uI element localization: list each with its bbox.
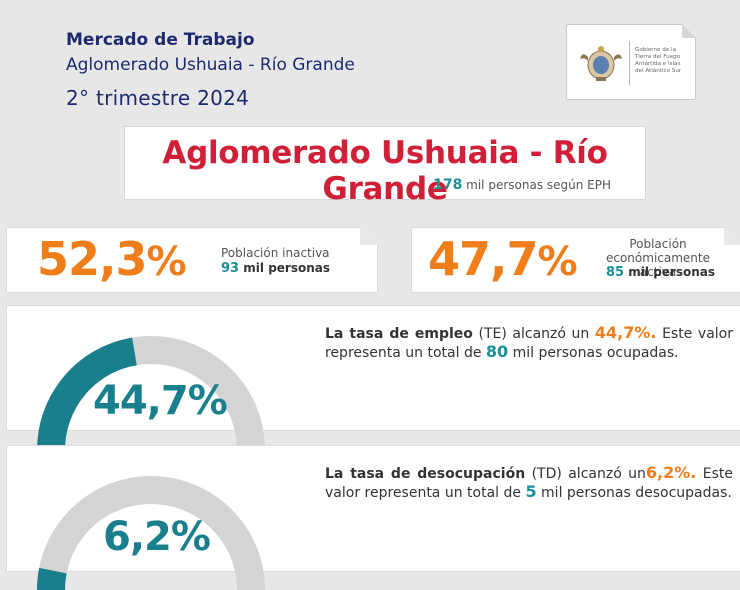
active-pct: 47,7% [428,232,578,286]
region-card: Aglomerado Ushuaia - Río Grande 178 mil … [124,126,646,207]
employment-gauge-value: 44,7% [93,378,228,424]
employment-rate-card: 44,7% La tasa de empleo (TE) alcanzó un … [6,305,740,450]
inactive-value: 93 mil personas [221,261,331,276]
active-population-card: 47,7% Población económicamente activa 85… [411,227,740,293]
employment-gauge [37,336,265,450]
unemployment-description: La tasa de desocupación (TD) alcanzó un6… [325,463,734,502]
region-title: Aglomerado Ushuaia - Río Grande [162,135,608,207]
government-logo-card: Gobierno de la Tierra del Fuego Antártid… [566,24,696,100]
employment-description: La tasa de empleo (TE) alcanzó un 44,7%.… [325,323,733,362]
report-region: Aglomerado Ushuaia - Río Grande [66,55,355,75]
inactive-population-card: 52,3% Población inactiva 93 mil personas [6,227,378,293]
population-line: 178 mil personas según EPH [433,177,611,193]
unemployment-gauge-value: 6,2% [103,514,211,560]
inactive-label: Población inactiva [221,246,330,260]
inactive-pct: 52,3% [37,232,187,286]
logo-text: Gobierno de la Tierra del Fuego Antártid… [635,47,682,74]
report-period: 2° trimestre 2024 [66,86,250,110]
active-label: Población económicamente activa [605,237,710,279]
active-value: 85 mil personas [606,265,716,280]
report-title: Mercado de Trabajo [66,30,255,50]
provincial-seal-icon [580,46,622,81]
unemployment-rate-card: 6,2% La tasa de desocupación (TD) alcanz… [6,445,740,590]
population-value: 178 [433,177,463,193]
population-suffix: mil personas según EPH [466,178,611,192]
